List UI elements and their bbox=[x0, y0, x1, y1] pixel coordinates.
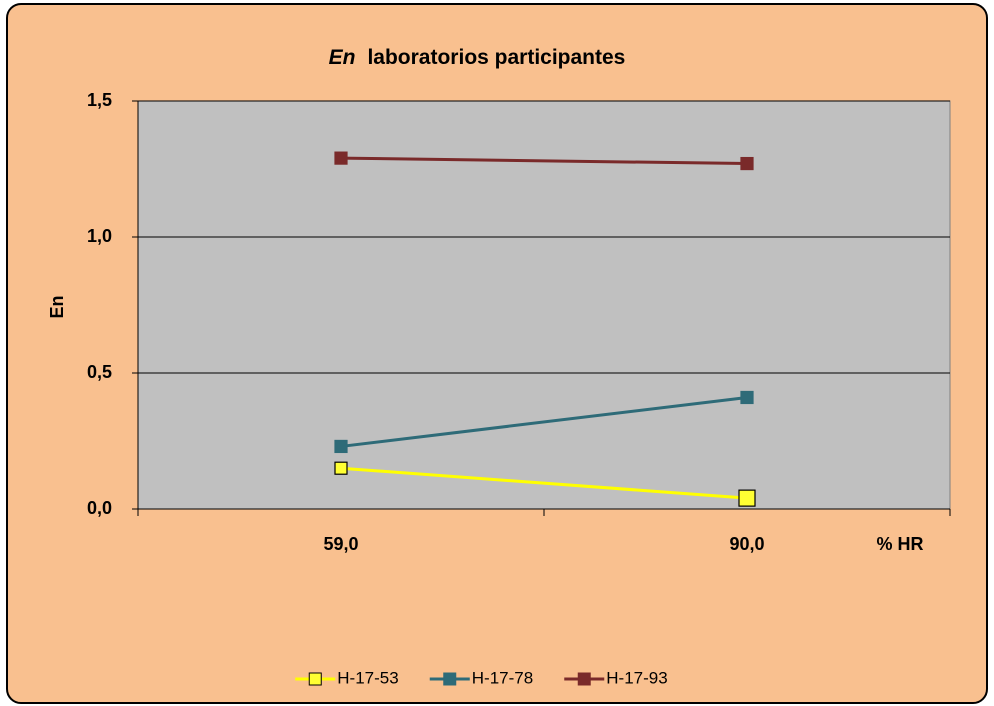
series-line bbox=[340, 156, 748, 166]
y-axis-label: En bbox=[47, 295, 67, 318]
chart-title: En laboratorios participantes bbox=[329, 46, 626, 69]
data-point bbox=[334, 461, 348, 475]
legend-label: H-17-78 bbox=[472, 668, 533, 687]
legend-marker bbox=[577, 672, 591, 686]
legend-marker bbox=[308, 672, 322, 686]
y-tick-label: 0,0 bbox=[87, 498, 112, 518]
title-text: laboratorios participantes bbox=[367, 46, 625, 69]
data-point bbox=[740, 390, 754, 405]
title-italic: En bbox=[329, 46, 356, 69]
series-line bbox=[340, 395, 748, 448]
x-tick-label: 90,0 bbox=[729, 534, 764, 554]
data-point bbox=[738, 489, 756, 507]
x-tick-label: 59,0 bbox=[323, 534, 358, 554]
data-point bbox=[334, 151, 348, 165]
plot-area bbox=[137, 100, 951, 510]
legend-marker bbox=[443, 672, 457, 686]
y-tick-label: 1,0 bbox=[87, 226, 112, 246]
legend-label: H-17-53 bbox=[337, 668, 398, 687]
legend-label: H-17-93 bbox=[606, 668, 667, 687]
x-axis-label: % HR bbox=[876, 534, 923, 554]
data-point bbox=[740, 156, 754, 171]
data-point bbox=[334, 439, 348, 454]
y-tick-label: 1,5 bbox=[87, 90, 112, 110]
y-tick-label: 0,5 bbox=[87, 362, 112, 382]
series-line bbox=[340, 466, 748, 500]
